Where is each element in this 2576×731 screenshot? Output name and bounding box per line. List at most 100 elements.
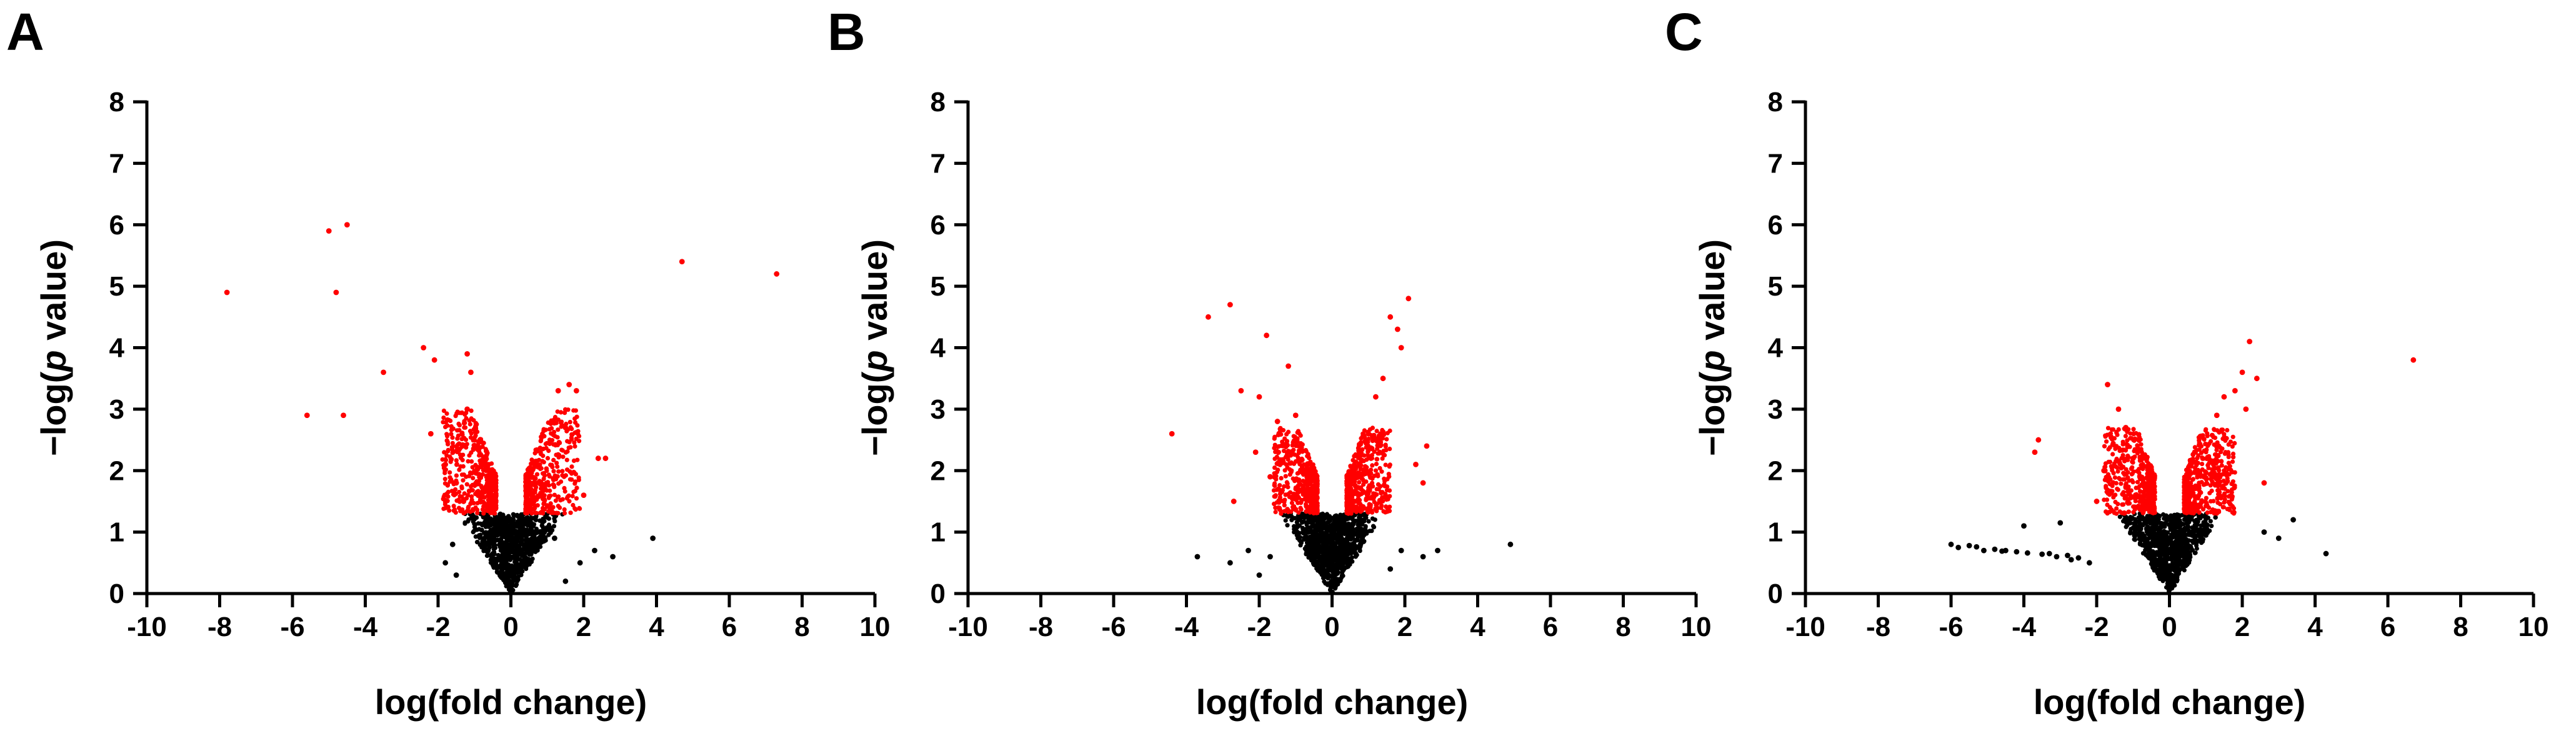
point-significant (1405, 296, 1412, 302)
point-significant (1379, 505, 1384, 510)
point-nonsignificant (2157, 559, 2162, 564)
point-significant (469, 431, 474, 436)
point-nonsignificant (1246, 547, 1251, 554)
point-significant (1276, 460, 1281, 465)
point-significant (454, 458, 459, 463)
point-nonsignificant (1308, 525, 1313, 530)
point-significant (577, 434, 582, 439)
point-nonsignificant (1324, 538, 1329, 543)
point-significant (486, 477, 492, 482)
point-nonsignificant (516, 564, 521, 569)
point-nonsignificant (537, 540, 542, 546)
point-significant (479, 484, 484, 489)
x-tick-label: -10 (127, 612, 167, 642)
point-significant (1365, 430, 1372, 437)
point-significant (1360, 447, 1365, 452)
point-significant (1298, 505, 1303, 510)
point-nonsignificant (1341, 530, 1346, 535)
point-significant (449, 432, 454, 437)
point-significant (546, 509, 551, 514)
point-significant (326, 228, 332, 234)
x-tick-label: 2 (1397, 612, 1412, 642)
point-significant (538, 491, 543, 496)
point-significant (454, 411, 459, 416)
point-significant (562, 485, 567, 491)
point-significant (1424, 443, 1430, 449)
point-significant (529, 475, 534, 480)
point-nonsignificant (511, 587, 516, 593)
point-nonsignificant (513, 521, 518, 527)
point-significant (1282, 484, 1287, 489)
point-significant (1279, 444, 1284, 449)
point-significant (468, 501, 473, 506)
point-nonsignificant (552, 535, 557, 541)
point-significant (453, 480, 459, 486)
point-nonsignificant (2150, 549, 2155, 554)
point-significant (1300, 486, 1305, 491)
y-tick-label: 8 (931, 87, 946, 117)
point-significant (569, 426, 574, 432)
point-nonsignificant (1370, 516, 1375, 521)
point-significant (572, 444, 577, 449)
point-significant (774, 271, 780, 277)
point-significant (1310, 471, 1315, 477)
y-tick-label: 6 (109, 210, 124, 241)
point-nonsignificant (1311, 541, 1316, 546)
point-significant (1357, 505, 1362, 510)
point-nonsignificant (504, 541, 509, 547)
point-significant (485, 502, 490, 507)
point-significant (555, 387, 561, 394)
point-significant (494, 480, 499, 485)
point-nonsignificant (531, 545, 536, 550)
point-nonsignificant (1355, 535, 1360, 540)
point-nonsignificant (2182, 525, 2187, 530)
point-nonsignificant (1327, 514, 1332, 519)
point-nonsignificant (519, 562, 524, 567)
point-nonsignificant (2174, 547, 2179, 552)
point-significant (440, 457, 445, 462)
point-significant (1365, 439, 1370, 444)
point-nonsignificant (1340, 543, 1345, 548)
point-significant (381, 369, 387, 375)
point-significant (1373, 394, 1379, 400)
point-significant (2131, 427, 2136, 432)
point-significant (1387, 464, 1392, 469)
point-nonsignificant (2159, 525, 2164, 530)
point-nonsignificant (2213, 515, 2218, 520)
point-significant (484, 449, 489, 454)
point-significant (546, 472, 551, 477)
point-significant (2119, 481, 2124, 486)
point-nonsignificant (2177, 530, 2182, 535)
point-nonsignificant (540, 534, 545, 539)
point-nonsignificant (1332, 531, 1337, 536)
point-nonsignificant (1354, 552, 1359, 557)
point-significant (2102, 444, 2107, 449)
point-significant (572, 416, 577, 421)
point-significant (333, 289, 339, 296)
point-nonsignificant (1347, 542, 1352, 547)
point-nonsignificant (524, 543, 529, 548)
point-significant (480, 472, 486, 477)
point-significant (454, 449, 459, 454)
point-significant (553, 443, 558, 448)
point-significant (449, 427, 454, 432)
point-significant (1279, 511, 1284, 516)
point-significant (572, 489, 577, 494)
point-significant (477, 472, 482, 477)
point-nonsignificant (518, 515, 523, 520)
point-significant (1283, 474, 1288, 479)
x-tick-label: 6 (722, 612, 737, 642)
point-significant (538, 439, 543, 444)
point-significant (575, 423, 580, 428)
point-significant (473, 492, 478, 497)
point-significant (2115, 487, 2120, 492)
point-significant (1264, 332, 1270, 339)
point-nonsignificant (2204, 533, 2209, 538)
point-nonsignificant (2154, 520, 2159, 525)
point-nonsignificant (1256, 572, 1262, 578)
point-significant (1374, 502, 1379, 507)
point-significant (1273, 509, 1278, 515)
point-significant (1361, 472, 1366, 477)
point-nonsignificant (1319, 572, 1324, 577)
point-nonsignificant (2149, 558, 2154, 563)
